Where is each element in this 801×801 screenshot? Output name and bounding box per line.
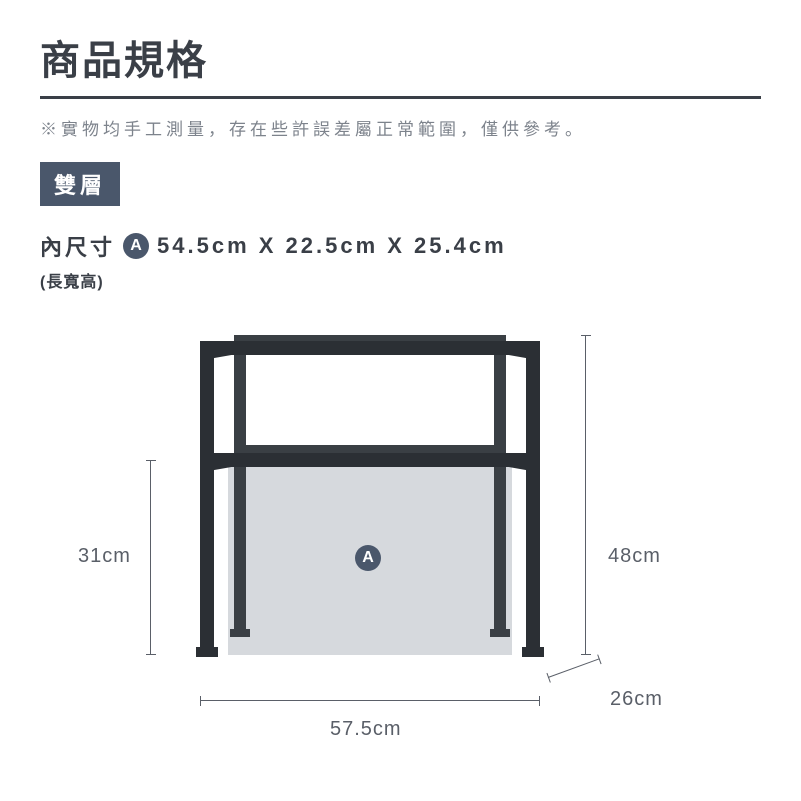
dim-label-depth: 26cm: [610, 688, 663, 711]
dim-line-depth: [548, 658, 600, 678]
shelf-leg: [200, 341, 214, 655]
shelf-foot: [230, 629, 250, 637]
dim-label-right: 48cm: [608, 545, 661, 568]
dim-label-left: 31cm: [78, 545, 131, 568]
inner-dim-value: 54.5cm X 22.5cm X 25.4cm: [157, 233, 507, 259]
marker-a-icon: A: [123, 233, 149, 259]
shelf-foot: [196, 647, 218, 657]
inner-dim-sub: (長寬高): [40, 268, 761, 292]
shelf-leg: [494, 335, 506, 635]
shelf-beam: [200, 341, 540, 355]
dim-line-right: [585, 335, 586, 655]
shelf-illustration: A: [200, 335, 540, 655]
shelf-leg: [234, 335, 246, 635]
variant-badge: 雙層: [40, 162, 120, 206]
marker-a-diagram-icon: A: [355, 545, 381, 571]
shelf-beam: [200, 453, 540, 467]
shelf-foot: [490, 629, 510, 637]
inner-dim-label: 內尺寸: [40, 230, 115, 262]
spec-title: 商品規格: [40, 28, 761, 99]
dim-line-left: [150, 460, 151, 655]
inner-dim-row: 內尺寸 A 54.5cm X 22.5cm X 25.4cm: [40, 230, 761, 262]
dimension-diagram: 31cm 48cm 57.5cm 26cm A: [0, 300, 801, 801]
dim-line-width: [200, 700, 540, 701]
shelf-leg: [526, 341, 540, 655]
dim-label-width: 57.5cm: [330, 718, 402, 741]
shelf-foot: [522, 647, 544, 657]
spec-note: ※實物均手工測量，存在些許誤差屬正常範圍，僅供參考。: [40, 115, 761, 140]
